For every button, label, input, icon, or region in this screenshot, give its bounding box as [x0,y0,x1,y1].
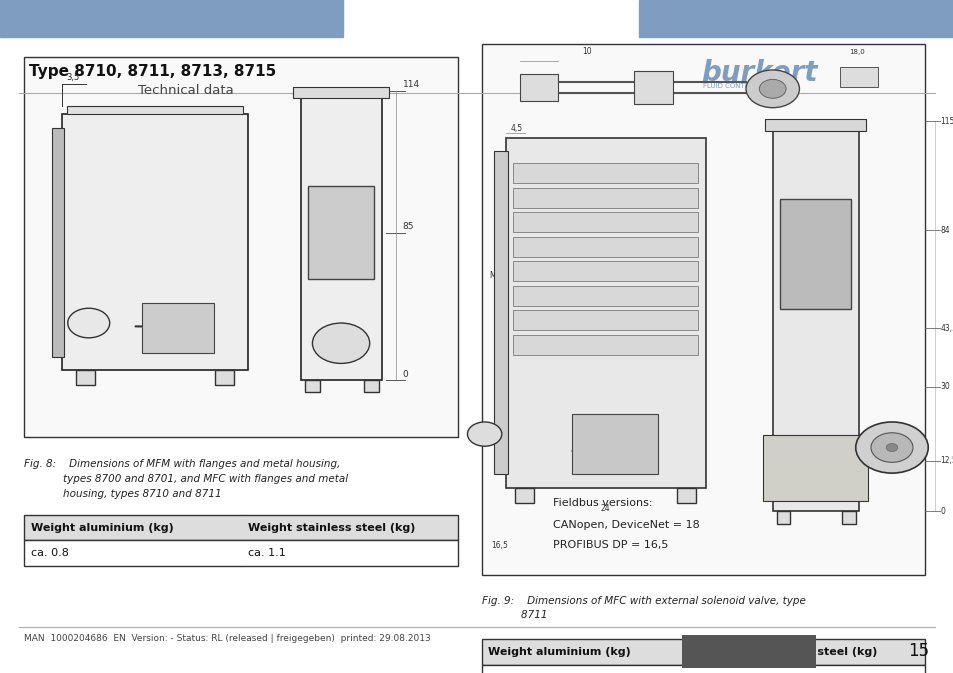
Bar [513,163,698,184]
Text: Weight stainless steel (kg): Weight stainless steel (kg) [248,523,415,532]
Bar [762,435,867,501]
Bar [839,67,877,87]
Circle shape [885,444,897,452]
Bar [142,303,213,353]
Text: 15: 15 [907,643,928,660]
Circle shape [68,308,110,338]
Bar [67,106,243,114]
Bar [481,44,924,575]
Bar [681,635,815,668]
Text: 4,5: 4,5 [510,125,522,133]
Text: 43,5: 43,5 [940,324,953,332]
Text: Weight aluminium (kg): Weight aluminium (kg) [488,647,631,657]
Bar [513,237,698,257]
Bar [513,334,698,355]
Bar [505,138,705,488]
Text: Type 8710, 8711, 8713, 8715: Type 8710, 8711, 8713, 8715 [29,64,275,79]
Text: 30: 30 [940,382,949,391]
Bar [364,380,378,392]
Bar [24,540,457,566]
Circle shape [745,70,799,108]
Bar [308,186,374,279]
Text: PROFIBUS DP = 16,5: PROFIBUS DP = 16,5 [553,540,668,550]
Bar [24,515,457,540]
Bar [572,414,658,474]
Bar [513,212,698,232]
Text: ca. 1.1: ca. 1.1 [248,548,285,558]
Bar [76,370,95,385]
Bar [772,121,858,511]
Text: 0: 0 [940,507,944,516]
Text: MAN  1000204686  EN  Version: - Status: RL (released | freigegeben)  printed: 29: MAN 1000204686 EN Version: - Status: RL … [24,633,430,643]
Bar [494,151,507,474]
Bar [841,511,855,524]
Bar [214,370,233,385]
Text: 18,0: 18,0 [848,49,864,55]
Bar [513,285,698,306]
Bar [293,87,389,98]
Text: 115,5: 115,5 [940,116,953,126]
Bar [300,91,381,380]
Text: burkert: burkert [700,59,817,87]
Text: 0: 0 [402,370,408,379]
Text: Weight aluminium (kg): Weight aluminium (kg) [30,523,173,532]
Bar [24,57,457,437]
Bar [515,488,534,503]
Circle shape [312,323,369,363]
Text: M4: M4 [489,271,500,280]
Text: ca. 0.8: ca. 0.8 [30,548,69,558]
Bar [52,128,64,357]
Text: 85: 85 [402,221,414,231]
Text: Fieldbus versions:: Fieldbus versions: [553,498,652,508]
Text: 114: 114 [402,80,419,89]
Text: 8711: 8711 [481,610,547,621]
Text: 3,5: 3,5 [67,73,80,82]
Bar [764,119,865,131]
Bar [677,488,696,503]
Text: 24: 24 [600,505,610,513]
Text: Fig. 8:    Dimensions of MFM with flanges and metal housing,: Fig. 8: Dimensions of MFM with flanges a… [24,459,340,469]
Text: Weight stainless steel (kg): Weight stainless steel (kg) [709,647,877,657]
Text: 12,5: 12,5 [940,456,953,465]
Bar [780,199,850,308]
Bar [513,261,698,281]
Circle shape [870,433,912,462]
Text: FLUID CONTROL SYSTEMS: FLUID CONTROL SYSTEMS [702,83,792,89]
Bar [305,380,319,392]
Text: types 8700 and 8701, and MFC with flanges and metal: types 8700 and 8701, and MFC with flange… [24,474,348,484]
Text: Technical data: Technical data [138,84,233,97]
Bar [481,639,924,665]
Bar [481,665,924,673]
Text: 84: 84 [940,226,949,235]
Bar [634,71,672,104]
Bar [62,114,248,370]
Bar [639,0,953,37]
Bar [0,0,343,37]
Bar [519,74,558,101]
Text: 10: 10 [581,47,591,56]
Bar [513,188,698,208]
Circle shape [467,422,501,446]
Text: CANopen, DeviceNet = 18: CANopen, DeviceNet = 18 [553,520,700,530]
Text: Fig. 9:    Dimensions of MFC with external solenoid valve, type: Fig. 9: Dimensions of MFC with external … [481,596,804,606]
Circle shape [855,422,927,473]
Bar [513,310,698,330]
Bar [776,511,789,524]
Circle shape [759,79,785,98]
Text: 16,5: 16,5 [491,542,508,551]
Text: housing, types 8710 and 8711: housing, types 8710 and 8711 [24,489,221,499]
Text: English: English [724,645,772,658]
